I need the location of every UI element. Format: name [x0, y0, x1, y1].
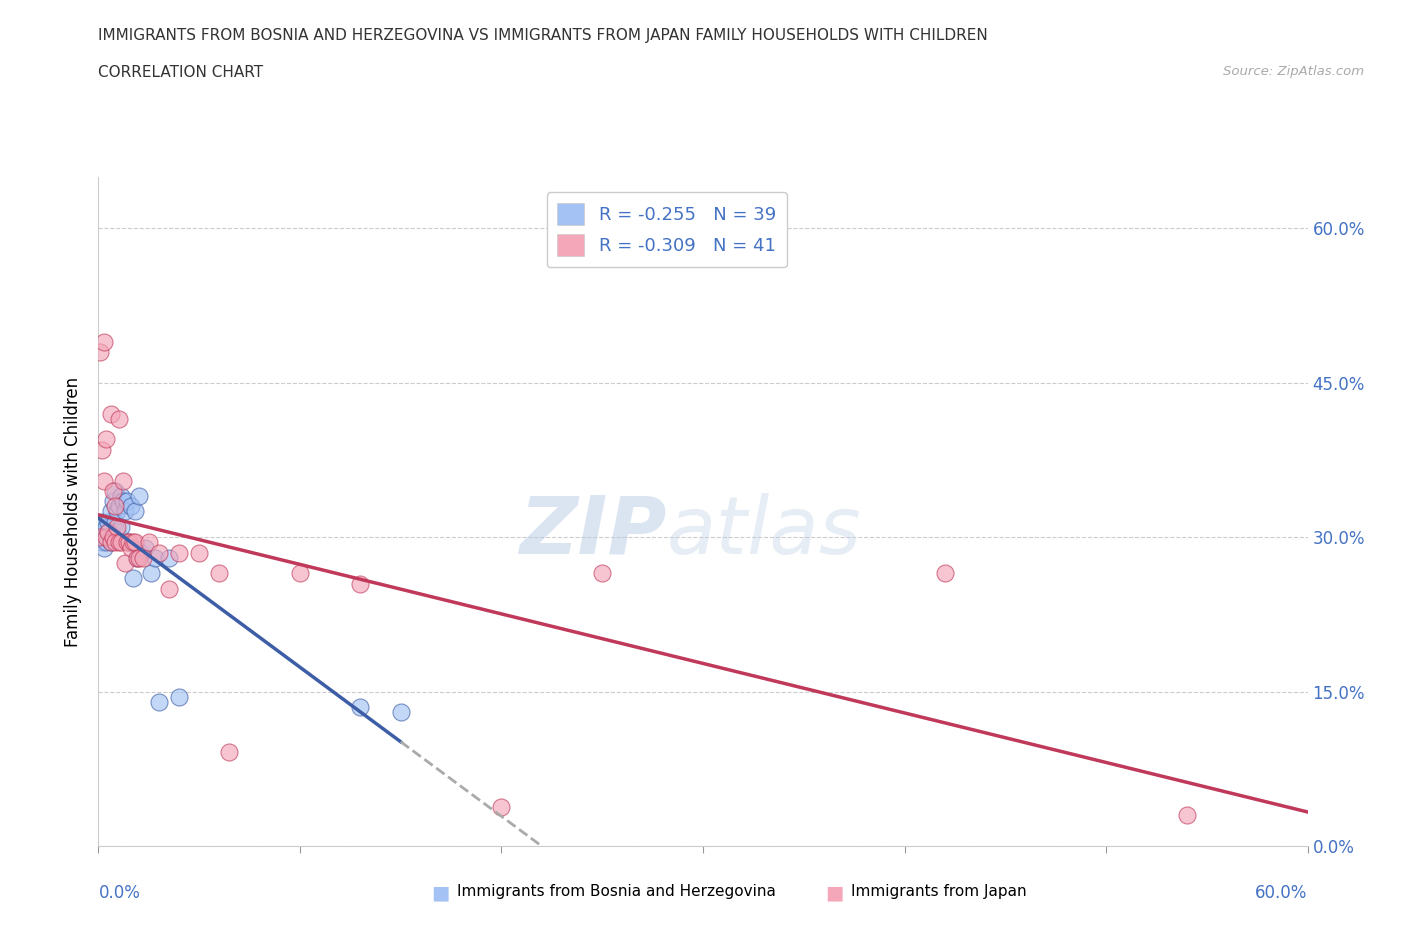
- Point: [103, 484, 125, 498]
- Point: [107, 498, 129, 513]
- Point: [288, 565, 311, 580]
- Point: [128, 551, 150, 565]
- Point: [91, 535, 114, 550]
- Text: 0.0%: 0.0%: [98, 884, 141, 901]
- Point: [89, 344, 111, 359]
- Point: [111, 473, 134, 488]
- Point: [389, 705, 412, 720]
- Point: [124, 535, 146, 550]
- Point: [934, 565, 956, 580]
- Point: [96, 432, 118, 446]
- Point: [101, 484, 124, 498]
- Text: CORRELATION CHART: CORRELATION CHART: [98, 65, 263, 80]
- Point: [125, 551, 148, 565]
- Text: IMMIGRANTS FROM BOSNIA AND HERZEGOVINA VS IMMIGRANTS FROM JAPAN FAMILY HOUSEHOLD: IMMIGRANTS FROM BOSNIA AND HERZEGOVINA V…: [98, 28, 988, 43]
- Point: [124, 504, 146, 519]
- Point: [96, 530, 118, 545]
- Point: [103, 514, 125, 529]
- Point: [103, 498, 125, 513]
- Point: [89, 525, 111, 539]
- Point: [105, 504, 128, 519]
- Point: [111, 494, 134, 509]
- Point: [120, 498, 142, 513]
- Y-axis label: Family Households with Children: Family Households with Children: [65, 377, 83, 646]
- Point: [101, 530, 124, 545]
- Point: [100, 406, 122, 421]
- Point: [107, 535, 129, 550]
- Point: [93, 540, 115, 555]
- Point: [101, 530, 124, 545]
- Point: [93, 473, 115, 488]
- Point: [1175, 808, 1198, 823]
- Legend: R = -0.255   N = 39, R = -0.309   N = 41: R = -0.255 N = 39, R = -0.309 N = 41: [547, 193, 787, 267]
- Point: [218, 744, 240, 759]
- Point: [96, 535, 118, 550]
- Point: [91, 520, 114, 535]
- Point: [110, 488, 132, 503]
- Point: [120, 540, 142, 555]
- Point: [118, 535, 141, 550]
- Point: [148, 695, 170, 710]
- Point: [121, 535, 143, 550]
- Point: [96, 520, 118, 535]
- Text: Immigrants from Japan: Immigrants from Japan: [851, 884, 1026, 898]
- Point: [167, 545, 190, 560]
- Text: ■: ■: [825, 884, 844, 902]
- Point: [134, 540, 156, 555]
- Point: [93, 334, 115, 349]
- Text: Source: ZipAtlas.com: Source: ZipAtlas.com: [1223, 65, 1364, 78]
- Point: [101, 494, 124, 509]
- Point: [107, 411, 129, 426]
- Point: [157, 551, 180, 565]
- Point: [100, 535, 122, 550]
- Point: [157, 581, 180, 596]
- Point: [110, 535, 132, 550]
- Point: [114, 504, 136, 519]
- Text: ZIP: ZIP: [519, 493, 666, 571]
- Point: [91, 443, 114, 458]
- Point: [105, 525, 128, 539]
- Point: [115, 535, 138, 550]
- Point: [349, 699, 371, 714]
- Text: Immigrants from Bosnia and Herzegovina: Immigrants from Bosnia and Herzegovina: [457, 884, 776, 898]
- Point: [349, 577, 371, 591]
- Point: [138, 535, 160, 550]
- Point: [100, 535, 122, 550]
- Point: [114, 555, 136, 570]
- Text: atlas: atlas: [666, 493, 862, 571]
- Point: [148, 545, 170, 560]
- Point: [121, 571, 143, 586]
- Point: [93, 530, 115, 545]
- Point: [208, 565, 231, 580]
- Point: [591, 565, 613, 580]
- Point: [100, 504, 122, 519]
- Point: [105, 520, 128, 535]
- Point: [110, 520, 132, 535]
- Point: [129, 545, 152, 560]
- Point: [188, 545, 211, 560]
- Point: [125, 551, 148, 565]
- Text: ■: ■: [432, 884, 450, 902]
- Point: [97, 525, 120, 539]
- Point: [132, 551, 155, 565]
- Point: [139, 565, 162, 580]
- Point: [115, 494, 138, 509]
- Point: [167, 689, 190, 704]
- Point: [91, 514, 114, 529]
- Point: [89, 530, 111, 545]
- Point: [143, 551, 166, 565]
- Point: [103, 535, 125, 550]
- Text: 60.0%: 60.0%: [1256, 884, 1308, 901]
- Point: [118, 535, 141, 550]
- Point: [97, 514, 120, 529]
- Point: [128, 488, 150, 503]
- Point: [491, 800, 513, 815]
- Point: [97, 525, 120, 539]
